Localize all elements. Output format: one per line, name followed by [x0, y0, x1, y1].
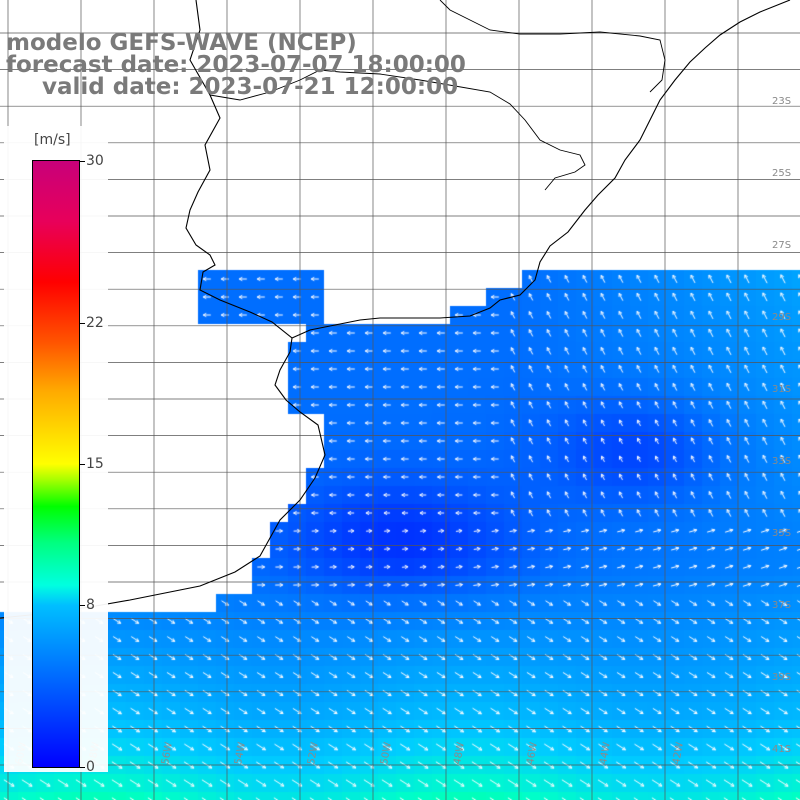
colorbar-tick-label: 15: [86, 456, 104, 472]
grid-labels: 60W58W56W54W52W50W48W46W44W42W23S25S27S2…: [14, 96, 791, 766]
river-plate-north-shore: [291, 0, 791, 339]
longitude-label: 54W: [233, 741, 248, 765]
latitude-label: 39S: [772, 672, 791, 683]
latitude-label: 41S: [772, 744, 791, 755]
longitude-label: 44W: [598, 741, 613, 765]
longitude-label: 42W: [671, 741, 686, 765]
forecast-date-label: forecast date: 2023-07-07 18:00:00: [6, 52, 466, 78]
longitude-label: 48W: [452, 741, 467, 765]
longitude-label: 46W: [525, 741, 540, 765]
latitude-label: 33S: [772, 456, 791, 467]
colorbar-tick-mark: [79, 605, 85, 607]
colorbar-tick-mark: [79, 767, 85, 768]
longitude-label: 52W: [306, 741, 321, 765]
colorbar-tick-mark: [79, 464, 85, 465]
colorbar-unit: [m/s]: [34, 132, 71, 148]
colorbar-tick-label: 0: [86, 759, 95, 775]
colorbar-gradient: [32, 160, 80, 768]
latitude-label: 25S: [772, 168, 791, 179]
colorbar-tick-label: 30: [86, 153, 104, 169]
country-border: [439, 0, 666, 93]
longitude-label: 56W: [160, 741, 175, 765]
country-border: [209, 69, 586, 191]
colorbar-tick-label: 22: [86, 314, 104, 331]
colorbar-tick-label: 8: [86, 597, 95, 614]
map-title-model: modelo GEFS-WAVE (NCEP): [6, 30, 357, 56]
latitude-label: 27S: [772, 240, 791, 251]
latitude-label: 29S: [772, 312, 791, 323]
latitude-label: 23S: [772, 96, 791, 107]
colorbar-tick-mark: [79, 161, 85, 162]
longitude-label: 50W: [379, 741, 394, 765]
latitude-label: 37S: [772, 600, 791, 611]
latitude-label: 31S: [772, 384, 791, 395]
valid-date-label: valid date: 2023-07-21 12:00:00: [42, 74, 459, 100]
colorbar-tick-mark: [79, 322, 85, 324]
latitude-label: 35S: [772, 528, 791, 539]
